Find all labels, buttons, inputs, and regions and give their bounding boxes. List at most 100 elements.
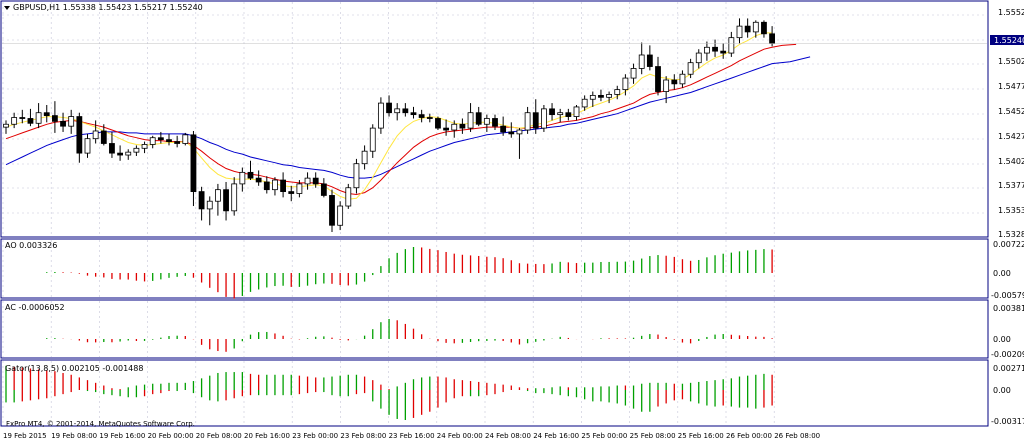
- candle-body: [687, 62, 694, 75]
- candle-body: [695, 52, 702, 64]
- candle-body: [60, 120, 66, 127]
- time-label: 24 Feb 00:00: [437, 432, 483, 440]
- time-label: 23 Feb 00:00: [292, 432, 338, 440]
- candle-body: [557, 112, 564, 116]
- time-label: 25 Feb 16:00: [678, 432, 724, 440]
- candle-body: [614, 89, 621, 95]
- current-price-tag-bg: [990, 35, 1024, 45]
- ao-panel-frame: [0, 238, 989, 299]
- candle-body: [337, 205, 344, 226]
- candle-body: [125, 151, 132, 156]
- price-tick: 1.54525: [998, 107, 1024, 116]
- candle-body: [377, 102, 384, 129]
- candle-body: [353, 163, 360, 189]
- ac-label: AC -0.0006052: [5, 303, 65, 312]
- candle-body: [761, 21, 767, 35]
- price-tick: 1.54275: [998, 132, 1024, 141]
- ac-tick: 0.00381: [993, 304, 1024, 313]
- time-label: 19 Feb 08:00: [51, 432, 97, 440]
- candle-body: [68, 116, 75, 127]
- candle-body: [500, 125, 507, 133]
- gator-tick: 0.00: [993, 386, 1011, 395]
- candle-body: [182, 134, 189, 144]
- candle-body: [35, 112, 42, 124]
- ac-histogram: [46, 319, 773, 352]
- candle-body: [704, 46, 710, 54]
- candle-body: [174, 141, 181, 144]
- candle-body: [475, 112, 482, 125]
- candle-body: [141, 144, 148, 149]
- candle-body: [752, 21, 759, 33]
- ma-fast-line: [5, 32, 773, 200]
- candle-body: [565, 112, 572, 117]
- candle-body: [671, 79, 678, 85]
- candle-body: [459, 123, 466, 129]
- dropdown-triangle-icon[interactable]: [4, 6, 10, 10]
- candle-body: [43, 112, 50, 116]
- candle-body: [581, 98, 588, 108]
- candle-body: [524, 112, 531, 131]
- candle-body: [11, 117, 18, 125]
- price-scale: 1.55525 1.55025 1.54775 1.54525 1.54275 …: [990, 8, 1024, 239]
- candle-body: [638, 54, 645, 69]
- candle-body: [451, 123, 458, 131]
- candle-body: [410, 112, 417, 116]
- ac-tick: -0.00209: [991, 350, 1024, 359]
- candle-body: [3, 123, 9, 128]
- candle-body: [272, 179, 278, 191]
- candle-body: [663, 79, 670, 92]
- time-label: 20 Feb 08:00: [196, 432, 242, 440]
- candle-body: [92, 130, 99, 140]
- candle-body: [646, 54, 653, 67]
- panel-frames: [0, 0, 989, 427]
- candle-body: [27, 118, 34, 124]
- candle-body: [386, 102, 392, 114]
- candlestick-series[interactable]: [2, 18, 987, 232]
- ma-slow-line: [5, 56, 811, 179]
- time-label: 19 Feb 2015: [3, 432, 47, 440]
- candle-body: [630, 68, 637, 79]
- candle-body: [296, 183, 303, 194]
- candle-body: [589, 94, 596, 100]
- time-label: 19 Feb 16:00: [99, 432, 145, 440]
- ac-panel-frame: [0, 299, 989, 359]
- gator-scale: 0.002715 0.00 -0.003175: [991, 364, 1024, 426]
- candle-body: [622, 77, 629, 91]
- main-panel-frame: [0, 0, 989, 238]
- candle-body: [304, 177, 311, 185]
- current-price-tag: 1.55240: [990, 35, 1024, 45]
- time-label: 20 Feb 16:00: [244, 432, 290, 440]
- candle-body: [166, 139, 172, 142]
- candle-body: [541, 108, 547, 129]
- candle-body: [720, 50, 727, 54]
- candle-body: [320, 183, 327, 196]
- gator-tick: -0.003175: [991, 417, 1024, 426]
- candle-body: [402, 108, 409, 114]
- candle-body: [19, 117, 26, 119]
- gator-tick: 0.002715: [993, 364, 1024, 373]
- candle-body: [133, 147, 140, 153]
- candle-body: [728, 37, 735, 54]
- time-axis: 19 Feb 2015 19 Feb 08:00 19 Feb 16:00 20 Fe…: [3, 432, 820, 440]
- time-label: 26 Feb 08:00: [774, 432, 820, 440]
- candle-body: [255, 177, 262, 183]
- candle-body: [679, 73, 686, 85]
- candle-body: [516, 129, 523, 135]
- ao-tick: 0.00: [993, 269, 1011, 278]
- ao-tick: 0.007227: [993, 240, 1024, 249]
- ao-tick: -0.005797: [991, 291, 1024, 300]
- candle-body: [288, 191, 295, 194]
- candle-body: [483, 118, 490, 125]
- candle-body: [443, 127, 450, 131]
- price-tick: 1.55525: [998, 8, 1024, 17]
- candle-body: [76, 116, 83, 154]
- copyright-text: FxPro MT4, © 2001-2014, MetaQuotes Softw…: [6, 420, 195, 428]
- candle-body: [492, 118, 498, 127]
- chart-symbol-header: GBPUSD,H1 1.55338 1.55423 1.55217 1.5524…: [4, 3, 203, 12]
- candle-body: [435, 118, 441, 129]
- candle-body: [239, 171, 246, 185]
- candle-body: [467, 112, 474, 129]
- candle-body: [280, 179, 287, 192]
- candle-body: [508, 131, 515, 135]
